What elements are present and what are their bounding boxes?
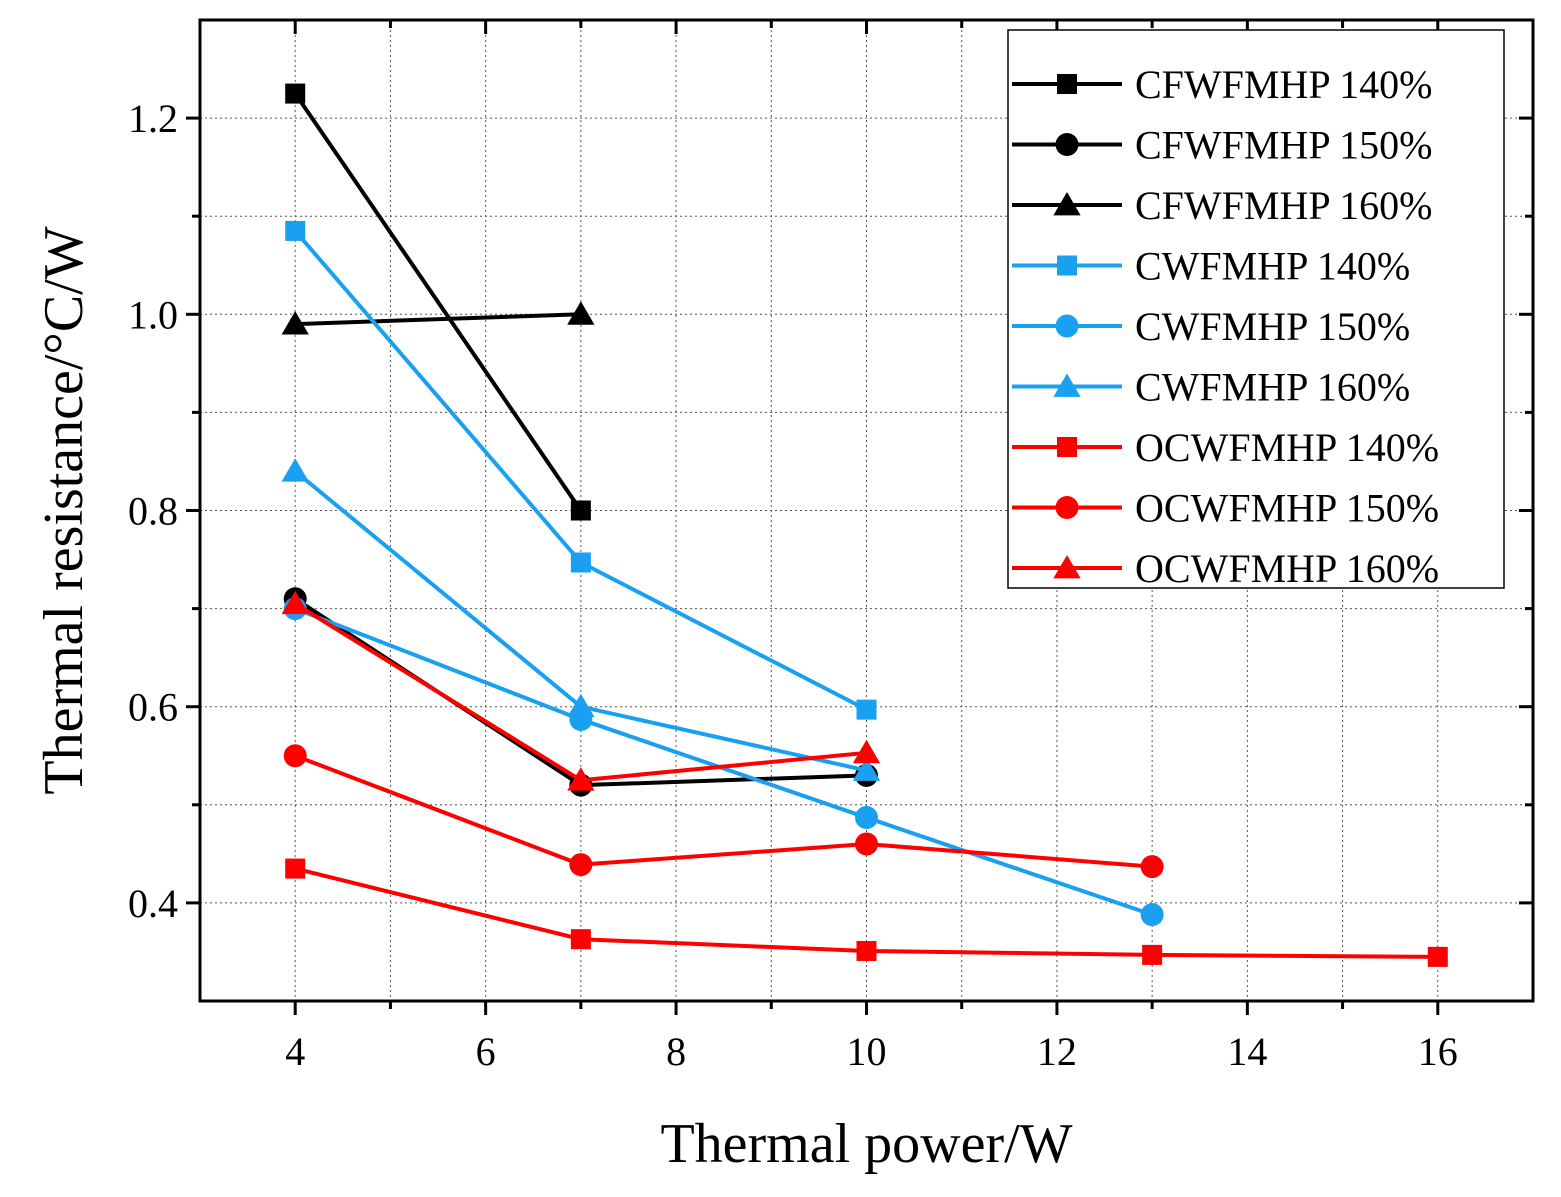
data-point	[1427, 946, 1448, 967]
data-point	[281, 590, 309, 615]
series-7	[285, 858, 1448, 967]
data-point	[852, 739, 881, 764]
legend-item: CWFMHP 150%	[1012, 304, 1410, 349]
legend-label: CFWFMHP 150%	[1135, 123, 1432, 168]
legend-item: CWFMHP 160%	[1012, 365, 1410, 410]
legend-marker	[1053, 373, 1081, 397]
series-5	[283, 597, 1164, 927]
legend-marker	[1057, 255, 1077, 276]
plot-series	[281, 83, 1448, 967]
legend-label: CFWFMHP 140%	[1135, 62, 1432, 107]
legend-label: OCWFMHP 150%	[1135, 486, 1439, 531]
x-tick-label: 10	[847, 1029, 887, 1074]
y-tick-label: 0.8	[128, 489, 178, 534]
legend-label: CFWFMHP 160%	[1135, 183, 1432, 228]
y-tick-label: 1.2	[128, 96, 178, 141]
series-line	[293, 92, 583, 512]
series-4	[285, 220, 877, 720]
data-point	[285, 220, 306, 241]
y-tick-label: 1.0	[128, 292, 178, 337]
legend-item: CFWFMHP 160%	[1012, 183, 1432, 228]
data-point	[567, 767, 595, 791]
legend-marker	[1053, 192, 1081, 216]
data-point	[285, 858, 306, 879]
y-tick-label: 0.4	[128, 881, 178, 926]
x-tick-label: 4	[285, 1029, 305, 1074]
legend-item: CWFMHP 140%	[1012, 244, 1410, 289]
legend-label: OCWFMHP 140%	[1135, 425, 1439, 470]
data-point	[281, 311, 309, 335]
data-point	[570, 552, 591, 573]
data-point	[285, 83, 306, 104]
axis-ticks: 4 6 8 10 12 14 16 0.4 0.6 0.8 1.0 1.2	[128, 20, 1533, 1074]
series-line	[295, 312, 581, 327]
data-point	[569, 853, 593, 877]
series-line	[294, 753, 1153, 869]
legend-marker	[1053, 555, 1081, 579]
data-point	[852, 757, 881, 781]
data-point	[1142, 944, 1163, 965]
data-point	[855, 832, 878, 856]
data-point	[856, 940, 877, 961]
x-tick-label: 12	[1037, 1029, 1077, 1074]
y-tick-label: 0.6	[128, 685, 178, 730]
legend-marker	[1055, 496, 1079, 519]
data-point	[283, 744, 307, 768]
series-6	[281, 458, 881, 781]
series-9	[281, 590, 881, 791]
legend-item: OCWFMHP 150%	[1012, 486, 1439, 531]
x-axis-title: Thermal power/W	[660, 1113, 1072, 1175]
y-axis-title: Thermal resistance/°C/W	[33, 226, 95, 794]
legend-marker	[1057, 437, 1077, 457]
data-point	[567, 693, 595, 718]
data-point	[1140, 855, 1164, 879]
x-tick-label: 16	[1418, 1029, 1458, 1074]
legend-label: CWFMHP 160%	[1135, 365, 1410, 410]
data-point	[570, 500, 591, 521]
x-tick-label: 6	[476, 1029, 496, 1074]
legend-label: CWFMHP 140%	[1135, 244, 1410, 289]
data-point	[281, 458, 309, 482]
series-1	[285, 83, 591, 521]
data-point	[567, 301, 595, 325]
legend-marker	[1055, 133, 1079, 156]
data-point	[855, 806, 878, 830]
data-point	[570, 929, 591, 950]
series-line	[294, 606, 1153, 917]
legend-label: CWFMHP 150%	[1135, 304, 1410, 349]
legend-item: OCWFMHP 140%	[1012, 425, 1439, 470]
data-point	[1140, 903, 1164, 927]
legend-item: CFWFMHP 140%	[1012, 62, 1432, 107]
data-point	[856, 699, 877, 720]
x-tick-label: 8	[666, 1029, 686, 1074]
legend: CFWFMHP 140% CFWFMHP 150% CFWFMHP 160% CWFM…	[1007, 29, 1505, 591]
legend-box	[1007, 29, 1505, 589]
legend-item: OCWFMHP 160%	[1012, 546, 1439, 591]
legend-marker	[1057, 74, 1077, 94]
series-3	[281, 301, 595, 335]
legend-item: CFWFMHP 150%	[1012, 123, 1432, 168]
legend-label: OCWFMHP 160%	[1135, 546, 1439, 591]
series-8	[283, 744, 1164, 879]
x-tick-label: 14	[1227, 1029, 1267, 1074]
legend-marker	[1055, 314, 1079, 338]
